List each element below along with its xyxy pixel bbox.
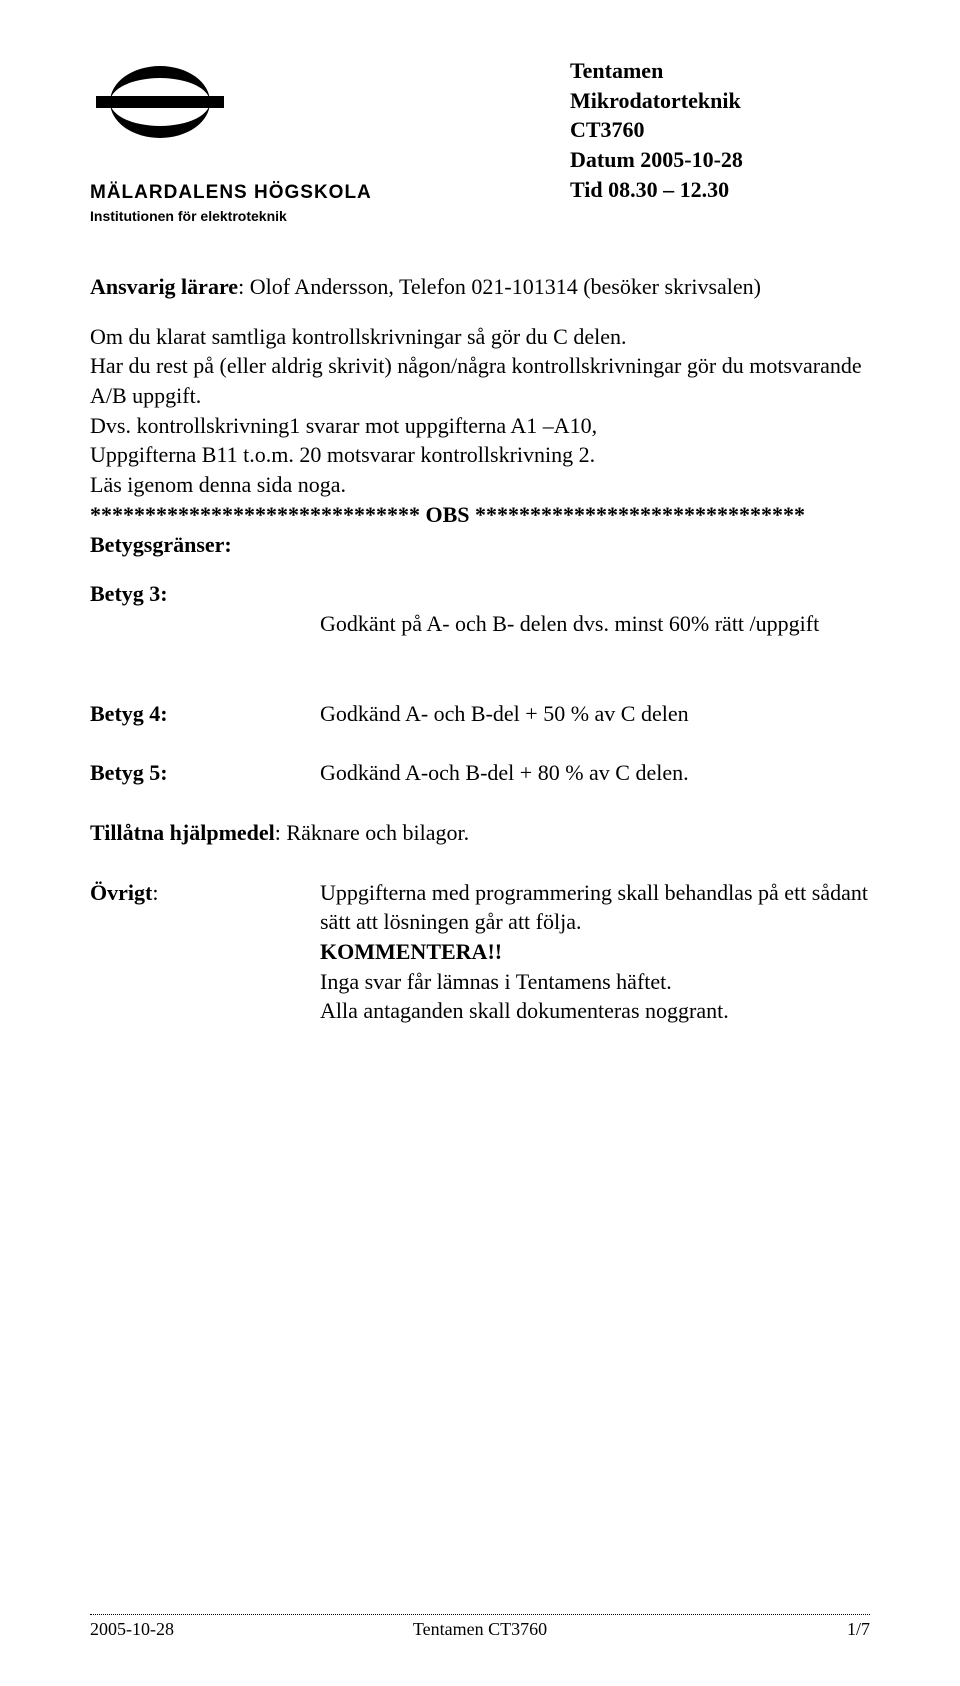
title-line-2: Mikrodatorteknik (570, 86, 870, 116)
ovrigt-colon: : (152, 880, 158, 905)
title-column: Tentamen Mikrodatorteknik CT3760 Datum 2… (410, 56, 870, 204)
para-1: Om du klarat samtliga kontrollskrivninga… (90, 322, 870, 352)
betyg4-label: Betyg 4: (90, 699, 320, 729)
institution-text: Institutionen för elektroteknik (90, 208, 410, 224)
ansvarig-line: Ansvarig lärare: Olof Andersson, Telefon… (90, 272, 870, 302)
hjalpmedel-value: : Räknare och bilagor. (275, 820, 469, 845)
footer-page: 1/7 (610, 1619, 870, 1640)
footer-date: 2005-10-28 (90, 1619, 350, 1640)
title-line-3: CT3760 (570, 115, 870, 145)
footer-divider (90, 1614, 870, 1615)
betyg5-row: Betyg 5: Godkänd A-och B-del + 80 % av C… (90, 758, 870, 788)
ovrigt-value: Uppgifterna med programmering skall beha… (320, 878, 870, 1026)
logo-icon (90, 56, 230, 146)
body: Ansvarig lärare: Olof Andersson, Telefon… (90, 272, 870, 1026)
footer: 2005-10-28 Tentamen CT3760 1/7 (0, 1614, 960, 1640)
title-line-1: Tentamen (570, 56, 870, 86)
obs-line: ****************************** OBS *****… (90, 500, 870, 530)
footer-row: 2005-10-28 Tentamen CT3760 1/7 (90, 1619, 870, 1640)
ovrigt-row: Övrigt: Uppgifterna med programmering sk… (90, 878, 870, 1026)
logo-column: MÄLARDALENS HÖGSKOLA Institutionen för e… (90, 56, 410, 224)
hjalpmedel-line: Tillåtna hjälpmedel: Räknare och bilagor… (90, 818, 870, 848)
betyg3-label: Betyg 3: (90, 579, 870, 609)
logo-text: MÄLARDALENS HÖGSKOLA (90, 182, 410, 204)
betyg3-block: Betyg 3: Godkänt på A- och B- delen dvs.… (90, 579, 870, 638)
ovrigt-line-3: Inga svar får lämnas i Tentamens häftet. (320, 967, 870, 997)
betyg5-value: Godkänd A-och B-del + 80 % av C delen. (320, 758, 870, 788)
betyg3-value: Godkänt på A- och B- delen dvs. minst 60… (320, 609, 870, 639)
page: MÄLARDALENS HÖGSKOLA Institutionen för e… (0, 0, 960, 1026)
logo (90, 56, 410, 176)
betyg5-label: Betyg 5: (90, 758, 320, 788)
para-4: Uppgifterna B11 t.o.m. 20 motsvarar kont… (90, 440, 870, 470)
ovrigt-label: Övrigt: (90, 878, 320, 1026)
ovrigt-label-text: Övrigt (90, 880, 152, 905)
para-2: Har du rest på (eller aldrig skrivit) nå… (90, 351, 870, 410)
header: MÄLARDALENS HÖGSKOLA Institutionen för e… (90, 56, 870, 224)
betyg4-row: Betyg 4: Godkänd A- och B-del + 50 % av … (90, 699, 870, 729)
title-line-4: Datum 2005-10-28 (570, 145, 870, 175)
hjalpmedel-label: Tillåtna hjälpmedel (90, 820, 275, 845)
ovrigt-line-4: Alla antaganden skall dokumenteras noggr… (320, 996, 870, 1026)
betyg4-value: Godkänd A- och B-del + 50 % av C delen (320, 699, 870, 729)
footer-title: Tentamen CT3760 (350, 1619, 610, 1640)
para-3: Dvs. kontrollskrivning1 svarar mot uppgi… (90, 411, 870, 441)
betygsgranser-label: Betygsgränser: (90, 530, 870, 560)
ovrigt-line-1: Uppgifterna med programmering skall beha… (320, 878, 870, 937)
ovrigt-line-2: KOMMENTERA!! (320, 937, 870, 967)
ansvarig-value: : Olof Andersson, Telefon 021-101314 (be… (238, 274, 761, 299)
title-line-5: Tid 08.30 – 12.30 (570, 175, 870, 205)
ansvarig-label: Ansvarig lärare (90, 274, 238, 299)
para-5: Läs igenom denna sida noga. (90, 470, 870, 500)
